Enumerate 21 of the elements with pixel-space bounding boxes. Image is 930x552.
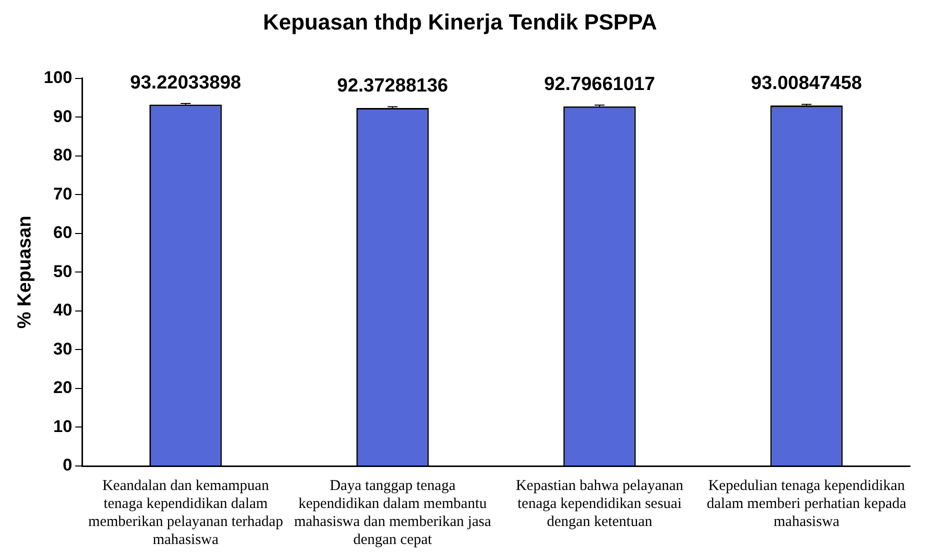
x-tick-label: Kepedulian tenaga kependidikan dalam memberi perhatian kepada mahasiswa [706,478,907,530]
y-tick-label: 70 [53,184,72,204]
x-tick-label: Kepastian bahwa pelayanan tenaga kependidikan sesuai dengan ketentuan [516,478,684,530]
data-label: 93.00847458 [751,73,862,94]
chart-title: Kepuasan thdp Kinerja Tendik PSPPA [262,9,658,34]
data-label: 92.79661017 [544,74,656,96]
y-tick-label: 100 [44,68,72,88]
x-tick-label: Keandalan dan kemampuan tenaga kependidikan dalam memberikan pelayanan terhadap mahasiswa [88,478,284,548]
y-tick-label: 0 [62,456,72,475]
y-tick-label: 20 [53,378,72,398]
y-tick-label: 60 [53,223,72,242]
y-axis-title: % Kepuasan [14,216,36,329]
x-tick-label: Daya tanggap tenaga kependidikan dalam membantu mahasiswa dan memberikan jasa dengan cepat [294,478,492,548]
data-label: 93.22033898 [130,72,242,94]
y-tick-label: 10 [53,416,72,436]
data-label: 92.37288136 [337,76,448,97]
y-tick-label: 30 [53,339,72,358]
y-tick-label: 50 [53,262,72,281]
y-tick-label: 90 [53,106,72,126]
y-tick-label: 40 [53,300,72,320]
y-tick-label: 80 [53,146,72,165]
